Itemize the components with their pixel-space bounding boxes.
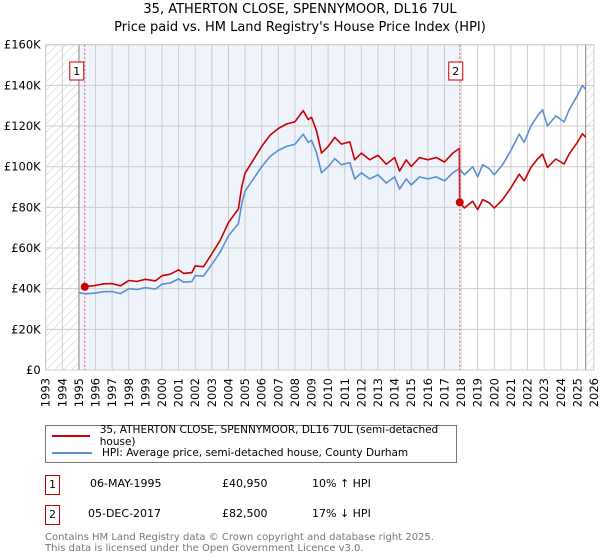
chart-legend: 35, ATHERTON CLOSE, SPENNYMOOR, DL16 7UL…	[45, 424, 457, 463]
y-tick-label: £140K	[4, 78, 41, 92]
price-paid-line	[84, 109, 587, 288]
x-tick-label: 2012	[354, 378, 368, 407]
x-tick-label: 2013	[371, 378, 385, 407]
y-tick-label: £60K	[11, 241, 41, 255]
sale-badge-label: 1	[73, 65, 80, 78]
sale-badge: 1	[45, 475, 60, 495]
y-tick-label: £120K	[4, 119, 41, 133]
x-tick-label: 2010	[321, 378, 335, 407]
legend-swatch-hpi	[52, 452, 92, 454]
legend-item-price: 35, ATHERTON CLOSE, SPENNYMOOR, DL16 7UL…	[52, 424, 456, 448]
sale-point	[80, 282, 89, 291]
footer-licence: This data is licensed under the Open Gov…	[45, 543, 364, 554]
x-tick-label: 1996	[89, 378, 103, 407]
x-tick-label: 2014	[388, 378, 402, 407]
sale-badge-box	[448, 61, 464, 81]
y-tick-label: £100K	[4, 160, 41, 174]
sale-price: £40,950	[222, 477, 268, 490]
sale-badge: 2	[45, 505, 60, 525]
x-tick-label: 2026	[587, 378, 600, 407]
sale-hpi-diff: 17% ↓ HPI	[312, 507, 371, 520]
x-tick-label: 1999	[138, 378, 152, 407]
hpi-line	[78, 84, 587, 295]
sale-price: £82,500	[222, 507, 268, 520]
x-tick-label: 2008	[288, 378, 302, 407]
sale-date: 05-DEC-2017	[88, 507, 162, 520]
x-tick-label: 2019	[471, 378, 485, 407]
sale-badge-box	[69, 61, 85, 81]
x-tick-label: 2001	[172, 378, 186, 407]
chart-subtitle: Price paid vs. HM Land Registry's House …	[114, 20, 486, 35]
x-tick-label: 2000	[155, 378, 169, 407]
x-tick-label: 2016	[421, 378, 435, 407]
x-tick-label: 2025	[570, 378, 584, 407]
y-tick-label: £80K	[11, 200, 41, 214]
x-tick-label: 2007	[271, 378, 285, 407]
sale-row-2: 2 05-DEC-2017 £82,500 17% ↓ HPI	[45, 505, 545, 525]
legend-swatch-price	[52, 435, 90, 437]
sale-row-1: 1 06-MAY-1995 £40,950 10% ↑ HPI	[45, 475, 545, 495]
x-tick-label: 1997	[105, 378, 119, 407]
x-tick-label: 2015	[404, 378, 418, 407]
x-tick-label: 2022	[521, 378, 535, 407]
sale-hpi-diff: 10% ↑ HPI	[312, 477, 371, 490]
footer: Contains HM Land Registry data © Crown c…	[45, 532, 434, 554]
x-tick-label: 2005	[238, 378, 252, 407]
x-tick-label: 1994	[55, 378, 69, 407]
x-tick-label: 2003	[205, 378, 219, 407]
x-tick-label: 2017	[437, 378, 451, 407]
x-tick-label: 2002	[188, 378, 202, 407]
x-tick-label: 2006	[255, 378, 269, 407]
y-tick-label: £0	[26, 363, 41, 377]
x-tick-label: 2024	[554, 378, 568, 407]
legend-label-hpi: HPI: Average price, semi-detached house,…	[102, 447, 409, 459]
x-tick-label: 2009	[305, 378, 319, 407]
sale-point	[455, 198, 464, 207]
x-tick-label: 1998	[122, 378, 136, 407]
x-tick-label: 1993	[39, 378, 53, 407]
x-tick-label: 2018	[454, 378, 468, 407]
chart-title: 35, ATHERTON CLOSE, SPENNYMOOR, DL16 7UL	[143, 2, 457, 17]
legend-item-hpi: HPI: Average price, semi-detached house,…	[52, 446, 408, 460]
y-tick-label: £40K	[11, 282, 41, 296]
footer-copyright: Contains HM Land Registry data © Crown c…	[45, 532, 434, 543]
x-tick-label: 2021	[504, 378, 518, 407]
sale-date: 06-MAY-1995	[90, 477, 162, 490]
sale-badge-label: 2	[452, 65, 459, 78]
x-tick-label: 1995	[72, 378, 86, 407]
x-tick-label: 2023	[537, 378, 551, 407]
y-tick-label: £160K	[4, 38, 41, 52]
legend-label-price: 35, ATHERTON CLOSE, SPENNYMOOR, DL16 7UL…	[99, 424, 439, 448]
y-tick-label: £20K	[11, 322, 41, 336]
x-tick-label: 2004	[221, 378, 235, 407]
x-tick-label: 2020	[487, 378, 501, 407]
x-tick-label: 2011	[338, 378, 352, 407]
